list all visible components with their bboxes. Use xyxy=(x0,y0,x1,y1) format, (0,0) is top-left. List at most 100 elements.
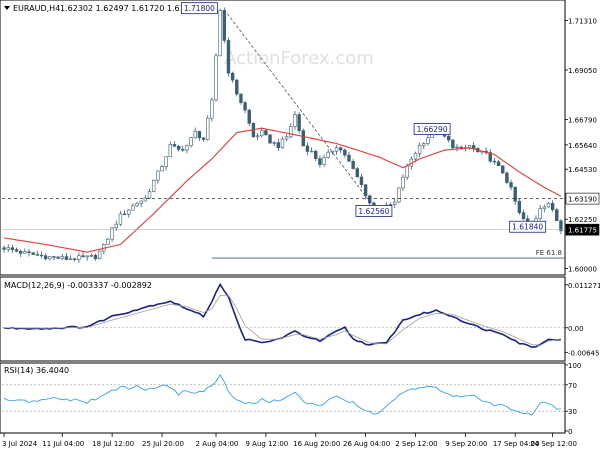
candle-body xyxy=(39,254,44,257)
candle-body xyxy=(35,254,40,256)
candle-body xyxy=(164,156,168,167)
candle-body xyxy=(318,158,322,165)
rsi-title: RSI(14) 36.4040 xyxy=(4,366,69,375)
candle-body xyxy=(401,176,405,189)
candle-body xyxy=(501,165,505,174)
rsi-panel: RSI(14) 36.4040 100 70 30 0 xyxy=(0,362,581,436)
candle-body xyxy=(110,227,114,240)
candle-body xyxy=(122,213,127,216)
candle-body xyxy=(106,238,110,245)
candle-body xyxy=(222,10,227,41)
candle-body xyxy=(172,144,177,147)
price-label-box[interactable]: 1.66290 xyxy=(413,123,451,135)
time-axis-tick: 24 Sep 12:00 xyxy=(530,440,577,448)
rsi-line xyxy=(3,374,561,416)
fe-label: FE 61.8 xyxy=(536,249,562,257)
macd-axis-tick: 0.011271 xyxy=(568,282,600,290)
time-axis-tick: 26 Aug 04:00 xyxy=(343,440,390,448)
candle-body xyxy=(538,208,542,219)
candle-body xyxy=(189,137,193,147)
candle-body xyxy=(309,150,314,153)
candle-body xyxy=(550,203,555,210)
price-label-box[interactable]: 1.62560 xyxy=(355,205,393,217)
candle-body xyxy=(297,114,301,131)
time-axis-tick: 11 Jul 04:00 xyxy=(42,440,84,448)
macd-panel-frame xyxy=(0,276,566,362)
candle-body xyxy=(2,247,6,250)
svg-text:1.61775: 1.61775 xyxy=(568,227,597,235)
svg-text:1.63190: 1.63190 xyxy=(568,196,597,204)
candle-body xyxy=(559,220,563,232)
candle-body xyxy=(139,200,143,204)
candle-body xyxy=(214,55,218,101)
price-label-box[interactable]: 1.71800 xyxy=(180,2,218,15)
candle-body xyxy=(496,161,501,167)
rsi-axis-tick: 70 xyxy=(568,382,577,390)
candle-body xyxy=(347,154,351,162)
candle-body xyxy=(81,255,85,258)
candle-body xyxy=(343,149,347,156)
rsi-axis-tick: 100 xyxy=(568,362,581,370)
candle-body xyxy=(89,255,94,257)
macd-signal-line xyxy=(4,295,561,346)
candle-body xyxy=(542,206,547,209)
candle-body xyxy=(247,109,251,124)
candle-body xyxy=(230,72,235,81)
candle-body xyxy=(280,138,285,149)
candle-body xyxy=(351,161,355,169)
candle-body xyxy=(509,182,513,188)
candle-body xyxy=(160,166,164,172)
price-label-box[interactable]: 1.61840 xyxy=(509,220,547,233)
time-axis-tick: 18 Jul 12:00 xyxy=(92,440,134,448)
candle-body xyxy=(6,247,10,250)
price-axis-tick: 1.62250 xyxy=(568,216,597,224)
candle-body xyxy=(405,165,409,178)
time-axis: 3 Jul 2024 11 Jul 04:00 18 Jul 12:00 25 Jul… xyxy=(2,433,577,448)
candle-body xyxy=(305,145,310,152)
price-axis-tick: 1.65640 xyxy=(568,142,597,150)
candle-body xyxy=(48,256,52,260)
watermark: ActionForex.com xyxy=(224,48,374,69)
price-label-text: 1.66290 xyxy=(417,125,448,134)
candle-body xyxy=(77,255,81,260)
candle-body xyxy=(397,187,401,203)
candle-body xyxy=(235,79,239,95)
candle-body xyxy=(206,117,210,140)
candle-body xyxy=(488,152,492,162)
candle-body xyxy=(513,186,517,202)
candle-body xyxy=(181,149,185,151)
candle-body xyxy=(363,184,368,197)
candle-body xyxy=(272,142,276,144)
time-axis-tick: 25 Jul 20:00 xyxy=(142,440,184,448)
candle-body xyxy=(451,139,455,149)
candle-body xyxy=(417,144,422,154)
candle-body xyxy=(359,176,364,185)
candle-body xyxy=(135,203,139,207)
candle-body xyxy=(56,256,60,259)
time-axis-tick: 2 Aug 04:00 xyxy=(196,440,239,448)
candle-body xyxy=(459,146,463,149)
time-axis-tick: 2 Sep 12:00 xyxy=(395,440,437,448)
candle-body xyxy=(97,250,102,260)
time-axis-tick: 9 Sep 20:00 xyxy=(445,440,487,448)
macd-title: MACD(12,26,9) -0.003337 -0.002892 xyxy=(4,281,152,290)
moving-average-line xyxy=(4,127,562,253)
trendline[interactable] xyxy=(224,9,379,213)
price-label-text: 1.61840 xyxy=(512,223,543,232)
rsi-axis: 100 70 30 0 xyxy=(565,362,581,436)
candle-body xyxy=(264,130,268,136)
candle-body xyxy=(505,172,509,183)
time-axis-tick: 3 Jul 2024 xyxy=(2,440,38,448)
symbol-dropdown-arrow-icon[interactable] xyxy=(4,6,10,10)
candle-body xyxy=(368,195,372,204)
candle-body xyxy=(156,170,160,181)
time-axis-tick: 17 Sep 04:00 xyxy=(493,440,540,448)
candle-body xyxy=(197,131,202,139)
candle-body xyxy=(23,251,27,254)
candle-body xyxy=(131,205,135,211)
candle-body xyxy=(143,197,148,202)
candle-body xyxy=(521,212,526,220)
candle-body xyxy=(284,136,289,140)
candle-body xyxy=(517,200,522,213)
